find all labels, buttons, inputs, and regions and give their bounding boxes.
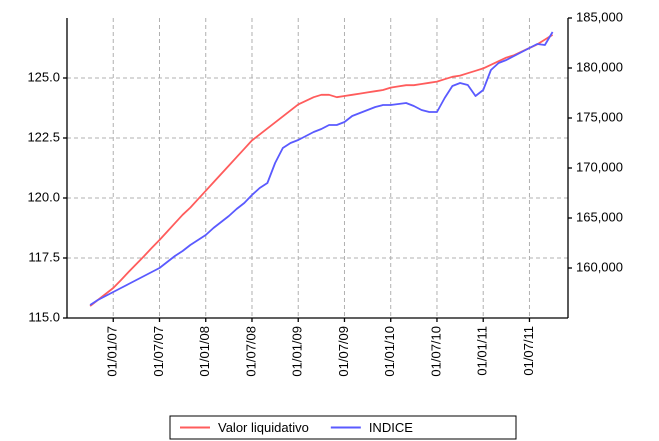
x-tick-label: 01/01/11	[475, 326, 490, 376]
y-tick-label: 125.0	[27, 69, 60, 84]
x-tick-label: 01/07/08	[243, 326, 258, 377]
series-line	[89, 31, 554, 306]
x-tick-label: 01/01/08	[197, 326, 212, 377]
x-tick-label: 01/07/10	[428, 326, 443, 377]
y2-tick-label: 170,000	[576, 159, 623, 174]
y-tick-label: 120.0	[27, 189, 60, 204]
y-tick-label: 117.5	[28, 249, 60, 264]
x-tick-label: 01/07/11	[521, 326, 536, 376]
legend-label: INDICE	[369, 420, 413, 435]
y2-tick-label: 180,000	[576, 59, 623, 74]
y2-tick-label: 175,000	[576, 109, 623, 124]
x-tick-label: 01/07/07	[151, 326, 166, 377]
y-tick-label: 122.5	[27, 129, 60, 144]
x-tick-label: 01/07/09	[336, 326, 351, 377]
x-tick-label: 01/01/10	[382, 326, 397, 377]
y-tick-label: 115.0	[28, 309, 60, 324]
y2-tick-label: 160,000	[576, 259, 623, 274]
x-tick-label: 01/01/09	[290, 326, 305, 377]
y2-tick-label: 165,000	[576, 209, 623, 224]
series-line	[89, 34, 554, 307]
x-tick-label: 01/01/07	[105, 326, 120, 377]
legend: Valor liquidativo INDICE	[169, 415, 517, 440]
legend-label: Valor liquidativo	[218, 420, 309, 435]
y2-tick-label: 185,000	[576, 9, 623, 24]
